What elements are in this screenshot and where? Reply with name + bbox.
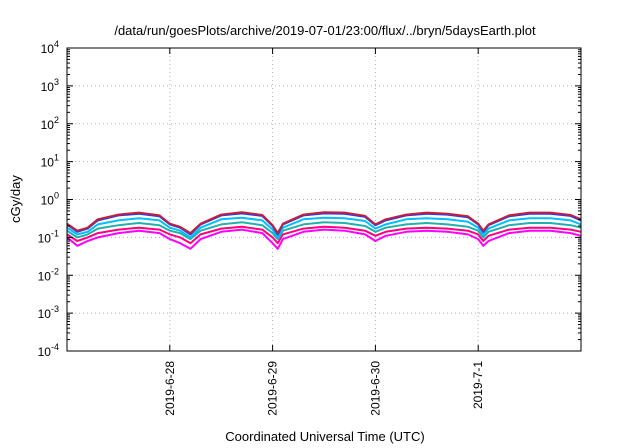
- series-line: [66, 228, 582, 250]
- y-tick-label: 10-4: [38, 342, 59, 359]
- y-axis-label: cGy/day: [8, 175, 23, 223]
- y-tick-label: 100: [41, 191, 59, 208]
- x-tick-label: 2019-6-29: [266, 361, 280, 416]
- series-line: [66, 211, 582, 235]
- grid: [67, 48, 581, 351]
- y-axis: 10-4 10-3 10-2 10-1 100 101 102 103 104: [38, 39, 581, 359]
- y-tick-label: 102: [41, 115, 59, 132]
- y-tick-label: 101: [41, 153, 59, 170]
- y-tick-label: 103: [41, 77, 59, 94]
- y-tick-label: 10-1: [38, 228, 59, 245]
- x-axis-label: Coordinated Universal Time (UTC): [225, 429, 424, 444]
- chart-title: /data/run/goesPlots/archive/2019-07-01/2…: [114, 23, 536, 38]
- y-tick-label: 10-3: [38, 304, 59, 321]
- x-tick-label: 2019-6-30: [368, 361, 382, 416]
- series-line: [66, 225, 582, 245]
- y-tick-label: 10-2: [38, 266, 59, 283]
- series-line: [66, 216, 582, 239]
- y-tick-label: 104: [41, 39, 59, 56]
- series-line: [66, 221, 582, 241]
- x-tick-label: 2019-6-28: [163, 361, 177, 416]
- x-tick-label: 2019-7-1: [471, 361, 485, 409]
- x-axis: 2019-6-28 2019-6-29 2019-6-30 2019-7-1: [163, 48, 485, 416]
- series-layer: [66, 211, 582, 250]
